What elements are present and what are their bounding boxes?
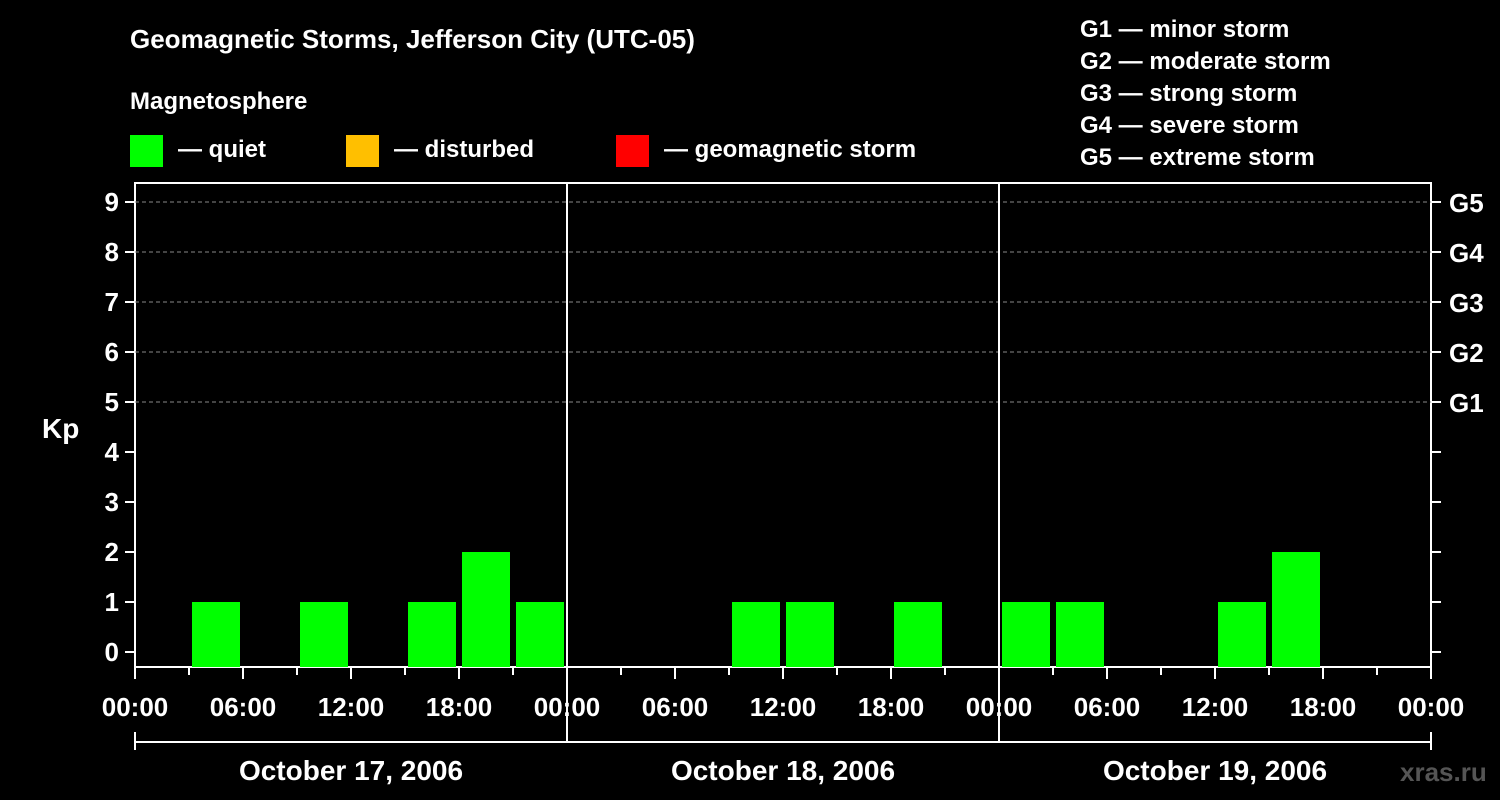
- kp-bar-3: [300, 602, 348, 667]
- bar-layer: [192, 552, 1320, 667]
- g-level-label: G5: [1449, 188, 1484, 218]
- kp-bar-21: [1272, 552, 1320, 667]
- legend-swatch-quiet: [130, 135, 163, 167]
- scale-key-g2: G2 — moderate storm: [1080, 48, 1331, 75]
- y-tick-label: 4: [105, 437, 120, 467]
- y-tick-label: 8: [105, 237, 119, 267]
- y-axis-label: Kp: [42, 413, 79, 444]
- x-tick-label: 12:00: [1182, 692, 1249, 722]
- kp-bar-14: [894, 602, 942, 667]
- legend-swatch-storm: [616, 135, 649, 167]
- x-tick-label: 18:00: [1290, 692, 1357, 722]
- x-tick-label: 06:00: [210, 692, 277, 722]
- x-tick-label: 00:00: [966, 692, 1033, 722]
- kp-bar-16: [1002, 602, 1050, 667]
- g-level-label: G4: [1449, 238, 1484, 268]
- day-label: October 19, 2006: [1103, 755, 1327, 786]
- scale-key-g4: G4 — severe storm: [1080, 112, 1299, 139]
- y-tick-label: 3: [105, 487, 119, 517]
- legend-heading: Magnetosphere: [130, 88, 307, 115]
- kp-bar-1: [192, 602, 240, 667]
- g-level-label: G1: [1449, 388, 1484, 418]
- chart-title: Geomagnetic Storms, Jefferson City (UTC-…: [130, 24, 695, 54]
- x-tick-label: 12:00: [750, 692, 817, 722]
- x-tick-label: 00:00: [534, 692, 601, 722]
- x-tick-label: 12:00: [318, 692, 385, 722]
- x-tick-label: 00:00: [1398, 692, 1465, 722]
- kp-bar-20: [1218, 602, 1266, 667]
- kp-bar-12: [786, 602, 834, 667]
- y-tick-label: 6: [105, 337, 119, 367]
- y-tick-label: 7: [105, 287, 119, 317]
- kp-bar-5: [408, 602, 456, 667]
- scale-key-g5: G5 — extreme storm: [1080, 144, 1315, 171]
- y-tick-label: 0: [105, 637, 119, 667]
- y-tick-label: 2: [105, 537, 119, 567]
- kp-bar-11: [732, 602, 780, 667]
- x-tick-label: 18:00: [858, 692, 925, 722]
- day-label: October 17, 2006: [239, 755, 463, 786]
- kp-bar-17: [1056, 602, 1104, 667]
- legend-label-quiet: — quiet: [178, 136, 266, 163]
- axis-layer: 0 1 2 3 4 5 6 7 8 9 G1 G2 G3 G4 G5 00:00 06:00 12:00 18:00…: [102, 183, 1484, 786]
- day-label: October 18, 2006: [671, 755, 895, 786]
- x-tick-label: 06:00: [642, 692, 709, 722]
- x-tick-label: 06:00: [1074, 692, 1141, 722]
- kp-bar-7: [516, 602, 564, 667]
- y-tick-label: 1: [105, 587, 119, 617]
- y-tick-label: 9: [105, 187, 119, 217]
- y-tick-label: 5: [105, 387, 119, 417]
- watermark: xras.ru: [1400, 757, 1487, 787]
- x-tick-label: 00:00: [102, 692, 169, 722]
- g-level-label: G2: [1449, 338, 1484, 368]
- scale-key-g1: G1 — minor storm: [1080, 16, 1289, 43]
- legend-label-disturbed: — disturbed: [394, 136, 534, 163]
- kp-bar-6: [462, 552, 510, 667]
- plot-frame: [134, 182, 1432, 668]
- legend-label-storm: — geomagnetic storm: [664, 136, 916, 163]
- scale-key-g3: G3 — strong storm: [1080, 80, 1297, 107]
- x-tick-label: 18:00: [426, 692, 493, 722]
- grid-layer: [135, 201, 1431, 403]
- legend-swatch-disturbed: [346, 135, 379, 167]
- g-level-label: G3: [1449, 288, 1484, 318]
